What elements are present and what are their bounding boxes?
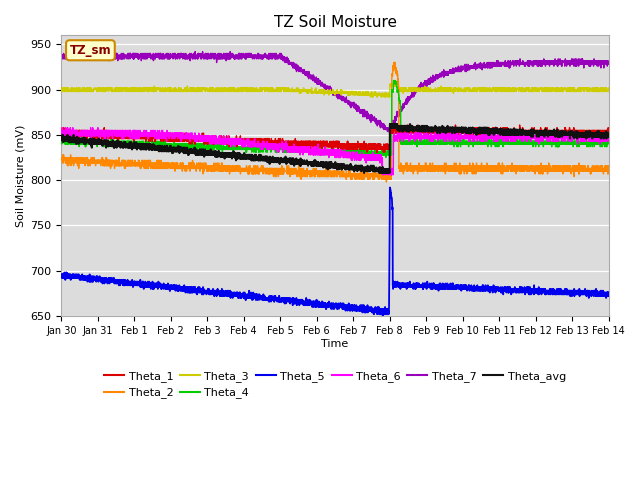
Title: TZ Soil Moisture: TZ Soil Moisture (273, 15, 397, 30)
Legend: Theta_1, Theta_2, Theta_3, Theta_4, Theta_5, Theta_6, Theta_7, Theta_avg: Theta_1, Theta_2, Theta_3, Theta_4, Thet… (100, 367, 570, 403)
Y-axis label: Soil Moisture (mV): Soil Moisture (mV) (15, 124, 25, 227)
Text: TZ_sm: TZ_sm (70, 44, 111, 57)
X-axis label: Time: Time (321, 338, 349, 348)
